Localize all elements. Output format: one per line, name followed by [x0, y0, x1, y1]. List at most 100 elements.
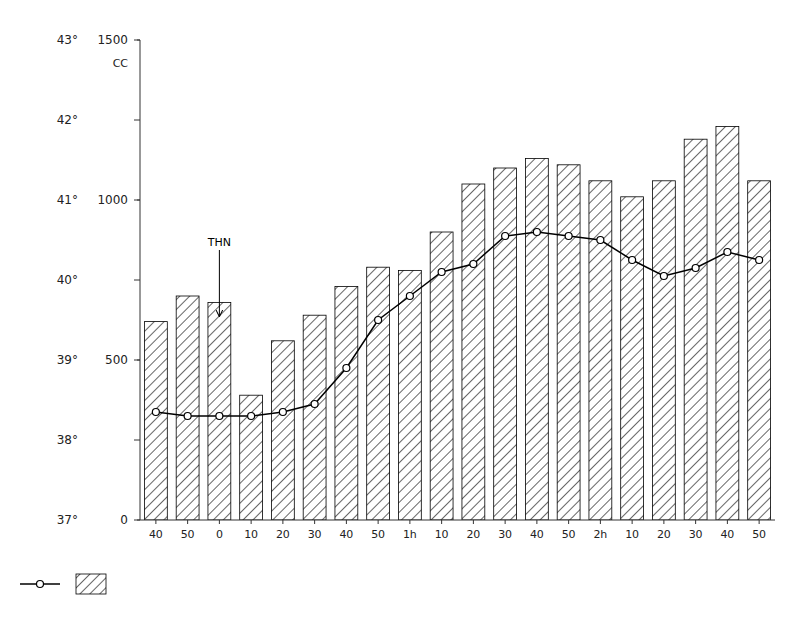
x-tick [632, 520, 633, 524]
x-tick-label: 30 [308, 528, 322, 541]
y-tick-label: 500 [105, 353, 128, 367]
x-tick-label: 40 [720, 528, 734, 541]
y2-tick [134, 200, 140, 201]
marker [279, 409, 286, 416]
x-tick-label: 20 [657, 528, 671, 541]
x-tick-label: 10 [244, 528, 258, 541]
marker [660, 273, 667, 280]
marker [533, 229, 540, 236]
x-tick [568, 520, 569, 524]
bar [208, 302, 231, 520]
x-tick-label: 30 [689, 528, 703, 541]
y2-tick-label: 43° [57, 33, 78, 47]
bar [589, 181, 612, 520]
y2-tick-label: 42° [57, 113, 78, 127]
y-tick [137, 200, 140, 201]
y2-tick [134, 40, 140, 41]
temperature-line [156, 232, 759, 416]
marker [756, 257, 763, 264]
x-tick [346, 520, 347, 524]
x-tick-label: 0 [216, 528, 223, 541]
x-tick-label: 40 [149, 528, 163, 541]
x-tick-label: 50 [371, 528, 385, 541]
marker [502, 233, 509, 240]
x-tick [663, 520, 664, 524]
x-tick [473, 520, 474, 524]
bar [684, 139, 707, 520]
x-tick [536, 520, 537, 524]
y-tick [137, 40, 140, 41]
x-tick [251, 520, 252, 524]
bar [557, 165, 580, 520]
y2-tick [134, 520, 140, 521]
bar [716, 126, 739, 520]
y-tick-label: 1000 [97, 193, 128, 207]
legend-bar [76, 574, 106, 594]
marker [184, 413, 191, 420]
x-tick-label: 50 [562, 528, 576, 541]
marker [629, 257, 636, 264]
x-tick [155, 520, 156, 524]
bar [176, 296, 199, 520]
bar [240, 395, 263, 520]
marker [692, 265, 699, 272]
x-tick-label: 1h [403, 528, 417, 541]
x-tick [282, 520, 283, 524]
annotation-arrow [219, 250, 220, 316]
x-tick [314, 520, 315, 524]
bar [652, 181, 675, 520]
x-tick-label: 20 [276, 528, 290, 541]
y-tick [137, 520, 140, 521]
bar [335, 286, 358, 520]
marker [597, 237, 604, 244]
x-tick [441, 520, 442, 524]
x-tick [759, 520, 760, 524]
marker [311, 401, 318, 408]
x-tick [505, 520, 506, 524]
y2-tick-label: 41° [57, 193, 78, 207]
x-tick [378, 520, 379, 524]
bar [525, 158, 548, 520]
y2-tick-label: 39° [57, 353, 78, 367]
marker [438, 269, 445, 276]
x-tick-label: 40 [339, 528, 353, 541]
annotation: THN [207, 236, 231, 249]
x-tick-label: 10 [435, 528, 449, 541]
y2-tick-label: 38° [57, 433, 78, 447]
plot-area [144, 126, 770, 520]
x-tick [600, 520, 601, 524]
x-tick [409, 520, 410, 524]
bar [398, 270, 421, 520]
legend [20, 574, 106, 594]
x-tick-label: 2h [593, 528, 607, 541]
marker [406, 293, 413, 300]
marker [565, 233, 572, 240]
y-tick-label: 1500 [97, 33, 128, 47]
marker [724, 249, 731, 256]
x-tick-label: 30 [498, 528, 512, 541]
x-tick-label: 40 [530, 528, 544, 541]
x-tick [727, 520, 728, 524]
bar [303, 315, 326, 520]
y2-tick-label: 40° [57, 273, 78, 287]
bar [271, 341, 294, 520]
y-tick-label: 0 [120, 513, 128, 527]
y2-tick [134, 120, 140, 121]
x-tick [695, 520, 696, 524]
y2-tick [134, 440, 140, 441]
y2-tick [134, 280, 140, 281]
bar [367, 267, 390, 520]
y2-tick-label: 37° [57, 513, 78, 527]
marker [152, 409, 159, 416]
marker [216, 413, 223, 420]
marker [343, 365, 350, 372]
bar [430, 232, 453, 520]
y2-tick [134, 360, 140, 361]
y-axis-label: CC [113, 57, 129, 70]
x-tick [219, 520, 220, 524]
x-tick [187, 520, 188, 524]
bar [144, 322, 167, 520]
x-tick-label: 10 [625, 528, 639, 541]
y-tick [137, 360, 140, 361]
bar [748, 181, 771, 520]
